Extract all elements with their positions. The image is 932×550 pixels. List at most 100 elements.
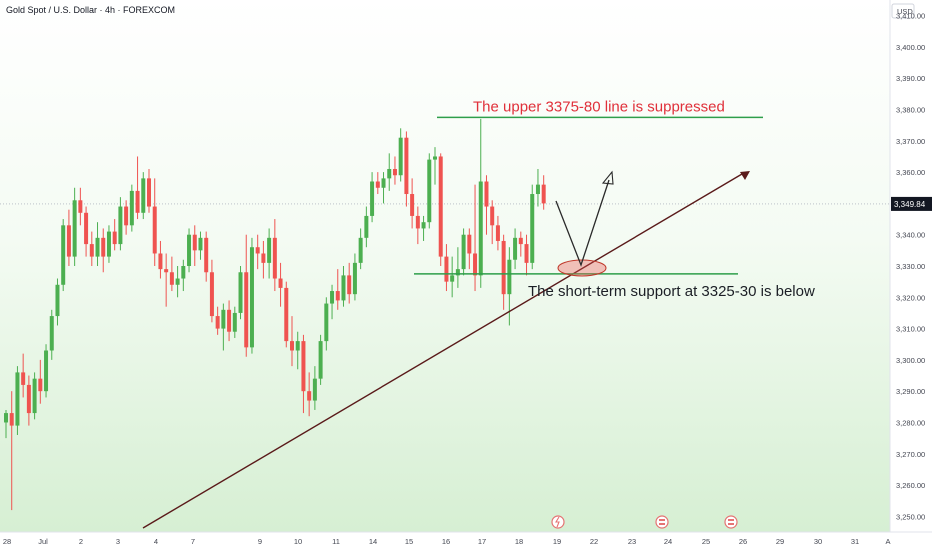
candle-body[interactable]: [187, 234, 192, 266]
candle-body[interactable]: [507, 259, 512, 295]
flag-event-icon[interactable]: [655, 515, 669, 529]
candle-body[interactable]: [135, 190, 140, 213]
candle-body[interactable]: [181, 266, 186, 279]
candle-body[interactable]: [61, 225, 66, 285]
candle-body[interactable]: [158, 253, 163, 270]
candle-body[interactable]: [295, 341, 300, 351]
candle-body[interactable]: [26, 384, 31, 414]
candle-body[interactable]: [341, 275, 346, 301]
candle-body[interactable]: [364, 215, 369, 238]
candle-body[interactable]: [290, 341, 294, 351]
candle-body[interactable]: [15, 372, 20, 426]
candle-body[interactable]: [330, 291, 335, 304]
candle-body[interactable]: [272, 237, 277, 279]
candle-body[interactable]: [21, 372, 26, 385]
candle-body[interactable]: [324, 303, 329, 342]
candle-body[interactable]: [530, 194, 535, 263]
candle-body[interactable]: [112, 231, 117, 245]
candle-body[interactable]: [215, 316, 220, 329]
candle-body[interactable]: [78, 200, 83, 213]
candle-body[interactable]: [284, 287, 289, 342]
candle-body[interactable]: [244, 272, 249, 348]
candle-body[interactable]: [232, 312, 237, 332]
candle-body[interactable]: [352, 262, 357, 295]
candle-body[interactable]: [9, 413, 14, 426]
candle-body[interactable]: [535, 184, 540, 195]
candle-body[interactable]: [227, 309, 232, 332]
candle-body[interactable]: [164, 269, 169, 273]
candle-body[interactable]: [370, 181, 375, 216]
candle-body[interactable]: [192, 234, 197, 251]
candle-body[interactable]: [478, 181, 483, 276]
candle-body[interactable]: [89, 244, 94, 257]
currency-label-box[interactable]: [891, 3, 915, 19]
candle-body[interactable]: [433, 156, 437, 160]
candle-body[interactable]: [278, 278, 283, 288]
candle-body[interactable]: [129, 190, 134, 226]
price-axis[interactable]: [890, 0, 932, 550]
candle-body[interactable]: [106, 231, 111, 257]
candle-body[interactable]: [141, 178, 146, 213]
candle-body[interactable]: [72, 200, 77, 257]
candle-body[interactable]: [32, 378, 37, 414]
candle-body[interactable]: [66, 225, 71, 257]
candle-body[interactable]: [541, 184, 546, 204]
candle-body[interactable]: [238, 272, 243, 313]
candle-body[interactable]: [387, 168, 392, 179]
candle-body[interactable]: [375, 181, 380, 188]
candle-body[interactable]: [44, 350, 49, 392]
candle-body[interactable]: [249, 247, 254, 348]
candle-body[interactable]: [450, 275, 455, 282]
candle-body[interactable]: [455, 269, 460, 276]
candle-body[interactable]: [358, 237, 363, 263]
candle-body[interactable]: [152, 206, 157, 254]
candle-body[interactable]: [307, 391, 312, 401]
candle-body[interactable]: [318, 341, 323, 379]
candle-body[interactable]: [415, 215, 420, 229]
candle-body[interactable]: [467, 234, 472, 254]
candle-body[interactable]: [335, 291, 340, 301]
candle-body[interactable]: [169, 272, 174, 285]
candle-body[interactable]: [490, 206, 495, 226]
candle-body[interactable]: [209, 272, 214, 317]
candle-body[interactable]: [267, 237, 272, 263]
candle-body[interactable]: [301, 341, 306, 392]
candle-body[interactable]: [198, 237, 203, 251]
candle-body[interactable]: [95, 237, 100, 257]
candle-body[interactable]: [175, 278, 180, 285]
candle-body[interactable]: [147, 178, 151, 207]
candle-body[interactable]: [398, 137, 403, 176]
candle-body[interactable]: [392, 168, 397, 176]
candle-body[interactable]: [513, 237, 518, 260]
candle-body[interactable]: [118, 206, 123, 245]
candle-body[interactable]: [461, 234, 466, 270]
candle-body[interactable]: [255, 247, 260, 254]
candle-body[interactable]: [261, 253, 266, 263]
candle-body[interactable]: [84, 212, 89, 245]
candle-body[interactable]: [404, 137, 409, 195]
trendline[interactable]: [142, 173, 743, 529]
candle-body[interactable]: [427, 159, 432, 223]
candle-body[interactable]: [410, 194, 415, 216]
candle-body[interactable]: [524, 244, 529, 263]
candle-body[interactable]: [38, 378, 43, 392]
candle-body[interactable]: [55, 284, 60, 317]
candle-body[interactable]: [444, 256, 449, 282]
candle-body[interactable]: [381, 178, 386, 188]
candle-body[interactable]: [518, 237, 523, 245]
flag-event-icon[interactable]: [724, 515, 738, 529]
candle-body[interactable]: [49, 316, 54, 351]
projection-path[interactable]: [555, 179, 610, 267]
candle-body[interactable]: [473, 253, 478, 276]
candle-body[interactable]: [438, 156, 443, 257]
candle-body[interactable]: [204, 237, 209, 273]
candle-body[interactable]: [421, 222, 426, 229]
candle-body[interactable]: [4, 413, 8, 423]
candle-body[interactable]: [501, 240, 506, 295]
candle-body[interactable]: [347, 275, 352, 295]
candle-body[interactable]: [495, 225, 500, 241]
candle-body[interactable]: [101, 237, 106, 257]
candle-body[interactable]: [124, 206, 129, 226]
candle-body[interactable]: [484, 181, 489, 207]
candle-body[interactable]: [221, 309, 226, 329]
